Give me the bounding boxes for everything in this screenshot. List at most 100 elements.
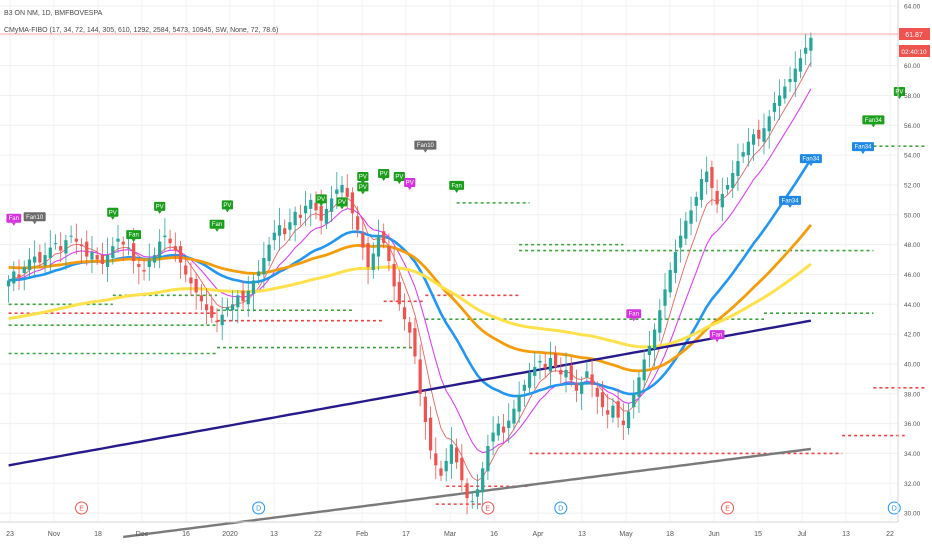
candle-body [553,353,558,367]
x-tick-label: Jul [798,531,807,538]
candle-body [804,47,808,54]
candle-body [69,235,73,237]
candle-body [632,393,636,408]
price-axis[interactable]: 64.0062.0060.0058.0056.0054.0052.0050.00… [897,0,921,522]
event-marker[interactable]: D [554,501,568,515]
candle-body [616,401,620,418]
candle-body [262,258,266,275]
candle [90,235,94,274]
candle [43,242,47,276]
candle [507,403,511,444]
candle [366,236,370,285]
candle [59,232,63,262]
candle [418,344,422,407]
candle [262,241,266,289]
candle [767,109,771,149]
signal-tag-label: PV [395,174,403,180]
candle-body [17,274,21,278]
signal-tag-pointer [32,221,37,225]
candle-body [673,252,678,273]
candle [673,239,678,284]
candle [309,193,313,227]
candle-body [43,255,47,266]
x-tick-label: 18 [666,531,674,538]
candle-body [512,408,516,424]
signal-tag-label: Fan34 [782,198,800,204]
event-marker[interactable]: E [721,501,735,515]
candle [527,362,532,396]
candle-body [220,314,224,326]
candle [465,478,469,515]
candle-body [475,489,480,497]
candle-body [324,208,329,224]
candle [210,298,214,323]
candle-body [527,372,532,388]
y-tick-label: 32.00 [904,481,921,488]
candle-body [705,171,709,182]
candle-body [548,357,553,372]
event-marker[interactable]: E [75,501,89,515]
candle [512,399,516,431]
candle-body [48,247,52,259]
candle [184,255,188,283]
candle [611,398,615,423]
signal-tag: PV [357,171,369,184]
candle [189,262,193,296]
candle-body [455,447,459,463]
candle-body [465,483,469,499]
candle-body [517,395,521,412]
candle [350,187,355,230]
candle-body [64,240,68,254]
time-axis[interactable]: 23 Nov 18 Dec 16 2020 13 22 Feb 17 Mar 16 Apr 13 May 18… [0,521,898,538]
candle-body [105,255,110,267]
signal-tag: PV [336,197,348,210]
event-marker[interactable]: D [252,501,266,515]
candle-body [356,216,360,230]
y-tick-label: 58.00 [904,93,921,100]
event-marker[interactable]: D [887,501,901,515]
signal-tag-pointer [214,228,219,232]
candle [647,331,651,368]
candle [53,234,58,250]
signal-tag: PV [221,200,234,213]
candle-body [486,445,490,472]
signal-tag-pointer [381,178,386,182]
signal-tag-box [799,154,822,164]
signal-tag-pointer [397,180,402,184]
signal-tag-box [779,195,802,205]
candle-body [668,269,672,293]
candle-body [580,381,584,394]
y-tick-label: 60.00 [904,63,921,70]
candle [329,185,334,222]
candle-body [288,222,292,230]
candle [439,460,443,482]
signal-tag-box [336,197,348,207]
event-marker[interactable]: E [481,501,495,515]
signal-tag-label: Fan [712,333,722,339]
candle [731,160,735,199]
signal-tag-box [23,212,46,222]
candle-body [574,383,579,391]
candle [778,79,782,120]
candle-body [715,190,719,205]
candle-body [538,360,542,363]
candle-body [236,295,240,308]
candle [231,290,235,322]
indicator-title[interactable]: CMyMA-FIBO (17, 34, 72, 144, 305, 610, 1… [4,27,279,34]
candle [798,49,803,79]
candle [559,357,563,385]
signal-tag-label: Fan10 [26,215,44,221]
symbol-title[interactable]: B3 ON NM, 1D, BMFBOVESPA [4,10,103,17]
candle [444,448,448,482]
signal-tag: Fan [449,180,465,193]
candle [116,224,120,253]
candle-body [444,460,448,472]
candle [772,91,777,121]
candle [283,219,287,241]
moving-averages [8,62,813,539]
candle-body [736,161,740,177]
candle-body [689,210,693,224]
candle [642,349,646,389]
event-marker-label: D [256,506,261,513]
